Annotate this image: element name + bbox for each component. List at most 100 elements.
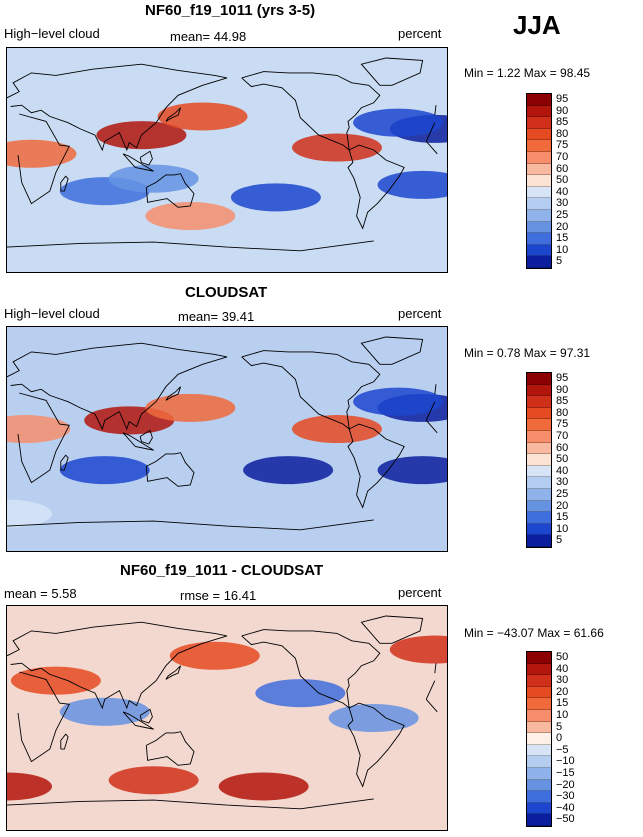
colorbar-tick-label: 20 bbox=[556, 685, 569, 698]
colorbar-swatch bbox=[527, 791, 551, 803]
colorbar-swatch bbox=[527, 488, 551, 501]
colorbar-tick-label: 90 bbox=[556, 104, 569, 117]
colorbar-tick-label: 5 bbox=[556, 720, 563, 733]
colorbar-swatch bbox=[527, 767, 551, 780]
coastline bbox=[7, 63, 437, 152]
colorbar-swatch bbox=[527, 454, 551, 466]
colorbar-swatch bbox=[527, 698, 551, 710]
field-anomaly bbox=[145, 202, 236, 230]
field-background bbox=[7, 48, 447, 272]
coastline bbox=[60, 733, 69, 750]
colorbar-tick-label: −15 bbox=[556, 767, 575, 779]
colorbar-tick-label: 95 bbox=[556, 372, 569, 384]
colorbar-tick-label: −30 bbox=[556, 790, 575, 803]
minmax-label: Min = −43.07 Max = 61.66 bbox=[464, 626, 604, 640]
colorbar-tick-label: 85 bbox=[556, 395, 569, 408]
field-anomaly bbox=[243, 456, 334, 485]
colorbar-tick-label: 95 bbox=[556, 93, 569, 105]
field-anomaly bbox=[7, 139, 77, 168]
colorbar-tick-label: 0 bbox=[556, 732, 563, 745]
colorbar-tick-label: 75 bbox=[556, 418, 569, 431]
colorbar-tick-label: 50 bbox=[556, 174, 569, 187]
map-plot bbox=[6, 47, 448, 273]
colorbar-swatch bbox=[527, 709, 551, 722]
field-anomaly bbox=[353, 387, 444, 416]
colorbar-tick-label: 75 bbox=[556, 139, 569, 152]
minmax-label: Min = 1.22 Max = 98.45 bbox=[464, 66, 591, 80]
field-background bbox=[7, 327, 447, 551]
colorbar-swatch bbox=[527, 256, 551, 268]
colorbar-swatch bbox=[527, 814, 551, 826]
coastline bbox=[60, 454, 69, 471]
field-anomaly bbox=[10, 666, 101, 695]
coastline bbox=[7, 621, 437, 710]
colorbar-tick-label: 80 bbox=[556, 406, 569, 419]
field-anomaly bbox=[230, 183, 321, 212]
colorbar-tick-label: −50 bbox=[556, 813, 575, 826]
coastline bbox=[139, 708, 153, 724]
colorbar-swatch bbox=[527, 140, 551, 152]
colorbar-swatch bbox=[527, 198, 551, 210]
colorbar-swatch bbox=[527, 384, 551, 397]
colorbar-swatch bbox=[527, 442, 551, 455]
colorbar-swatch bbox=[527, 209, 551, 222]
coastline bbox=[165, 665, 182, 680]
colorbar-swatch bbox=[527, 500, 551, 513]
coastline bbox=[241, 350, 381, 431]
coastline bbox=[145, 452, 195, 487]
colorbar-swatch bbox=[527, 151, 551, 164]
colorbar-tick-label: 20 bbox=[556, 499, 569, 512]
panel-title: CLOUDSAT bbox=[185, 284, 268, 301]
colorbar-swatch bbox=[527, 477, 551, 489]
colorbar-swatch bbox=[527, 535, 551, 547]
colorbar-swatch bbox=[527, 686, 551, 699]
coastline bbox=[360, 57, 424, 86]
field-anomaly bbox=[145, 393, 236, 422]
colorbar-tick-label: 50 bbox=[556, 651, 569, 663]
coastline bbox=[7, 519, 374, 531]
colorbar-tick-label: 10 bbox=[556, 243, 569, 256]
coastline bbox=[347, 423, 405, 509]
field-anomaly bbox=[328, 704, 419, 732]
coastline bbox=[145, 731, 195, 766]
coastline bbox=[360, 615, 424, 644]
colorbar-tick-label: 15 bbox=[556, 232, 569, 245]
colorbar-tick-label: 40 bbox=[556, 185, 569, 198]
colorbar-tick-label: 70 bbox=[556, 430, 569, 442]
coastline bbox=[122, 153, 154, 172]
map-plot bbox=[6, 326, 448, 552]
mean-label: mean= 39.41 bbox=[178, 309, 255, 324]
colorbar-swatch bbox=[527, 523, 551, 536]
coastline bbox=[139, 429, 153, 445]
colorbar-swatch bbox=[527, 779, 551, 792]
coastline bbox=[241, 629, 381, 710]
field-anomaly bbox=[7, 772, 52, 801]
colorbar-tick-label: 40 bbox=[556, 662, 569, 675]
colorbar-tick-label: 20 bbox=[556, 220, 569, 233]
units-label: percent bbox=[398, 585, 442, 600]
colorbar-tick-label: 60 bbox=[556, 162, 569, 175]
coastline bbox=[165, 107, 182, 122]
coastline bbox=[17, 392, 438, 484]
colorbar bbox=[526, 93, 552, 269]
colorbar-swatch bbox=[527, 175, 551, 187]
colorbar-tick-label: −5 bbox=[556, 743, 569, 756]
colorbar-tick-label: 25 bbox=[556, 488, 569, 500]
colorbar-tick-label: 90 bbox=[556, 383, 569, 396]
units-label: percent bbox=[398, 26, 442, 41]
colorbar-swatch bbox=[527, 802, 551, 815]
colorbar-tick-label: 50 bbox=[556, 453, 569, 466]
colorbar-swatch bbox=[527, 105, 551, 118]
panel-title: NF60_f19_1011 (yrs 3-5) bbox=[145, 2, 316, 19]
colorbar-tick-label: 15 bbox=[556, 697, 569, 710]
colorbar-tick-label: 5 bbox=[556, 255, 563, 268]
field-anomaly bbox=[377, 456, 447, 485]
colorbar-swatch bbox=[527, 663, 551, 676]
field-anomaly bbox=[59, 456, 150, 485]
colorbar-swatch bbox=[527, 756, 551, 768]
colorbar-tick-label: 25 bbox=[556, 209, 569, 221]
coastline bbox=[17, 671, 438, 763]
colorbar-tick-label: 5 bbox=[556, 534, 563, 547]
field-anomaly bbox=[218, 772, 309, 801]
colorbar-tick-label: 60 bbox=[556, 441, 569, 454]
